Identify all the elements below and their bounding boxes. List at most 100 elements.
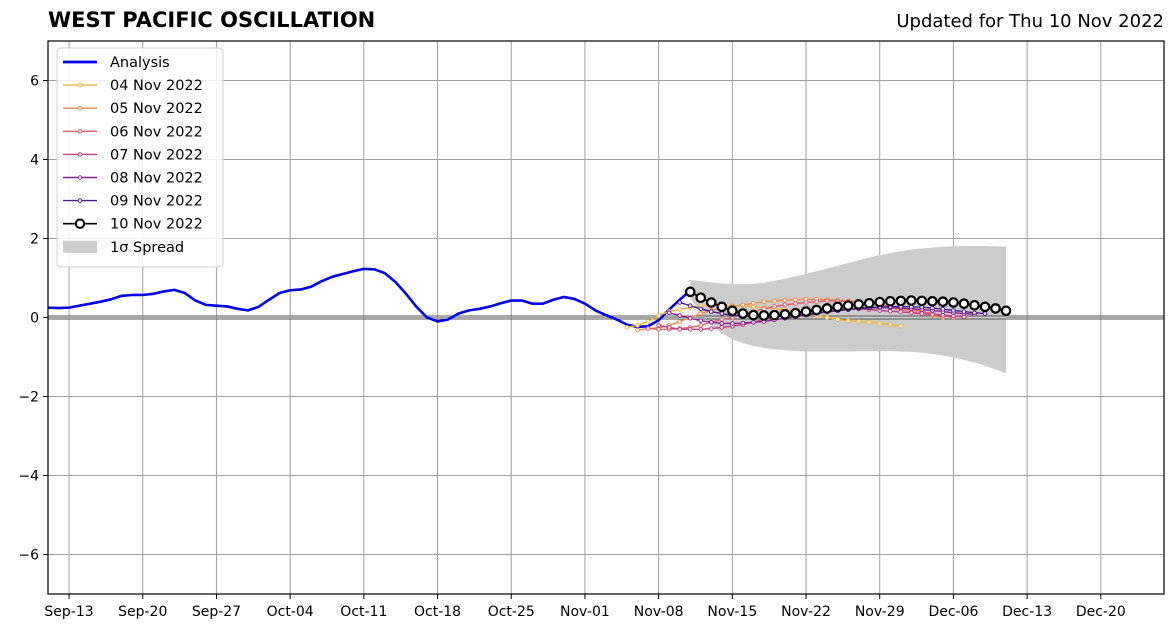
analysis-line <box>47 267 692 329</box>
forecast-point <box>698 327 704 332</box>
forecast-point <box>666 325 672 330</box>
latest-forecast-point <box>769 309 780 321</box>
legend-swatch <box>63 240 97 253</box>
forecast-point <box>677 300 682 305</box>
forecast-point <box>666 310 672 316</box>
x-tick-label: Dec-13 <box>1002 604 1052 620</box>
latest-forecast-point <box>821 303 833 314</box>
forecast-point <box>909 310 914 316</box>
x-tick-label: Nov-08 <box>634 604 684 620</box>
legend-item: 10 Nov 2022 <box>63 217 203 233</box>
x-tick-label: Dec-06 <box>928 604 978 620</box>
x-tick-label: Nov-29 <box>855 604 905 620</box>
forecast-point <box>751 319 756 325</box>
forecast-point <box>656 323 661 328</box>
forecast-point <box>814 299 819 305</box>
forecast-point <box>635 323 640 328</box>
forecast-point <box>687 327 693 332</box>
latest-forecast-point <box>800 306 812 317</box>
forecast-point <box>866 319 872 325</box>
y-tick-label: −6 <box>18 548 39 564</box>
forecast-point <box>645 319 651 324</box>
legend-label: 08 Nov 2022 <box>110 171 203 187</box>
legend-label: 05 Nov 2022 <box>110 101 203 117</box>
latest-forecast-point <box>758 310 770 321</box>
legend-label: 07 Nov 2022 <box>110 147 203 163</box>
forecast-point <box>708 309 714 314</box>
latest-forecast-point <box>811 304 822 316</box>
forecast-point <box>719 311 725 316</box>
forecast-point <box>824 315 830 320</box>
forecast-point <box>740 302 746 308</box>
x-tick-label: Dec-20 <box>1076 604 1126 620</box>
forecast-point <box>919 311 925 316</box>
forecast-point <box>824 298 830 304</box>
latest-forecast-point <box>842 300 854 311</box>
latest-forecast-point <box>832 301 843 313</box>
legend-marker <box>77 105 83 111</box>
forecast-point <box>656 313 661 318</box>
forecast-point <box>708 319 714 325</box>
legend-label: 09 Nov 2022 <box>110 194 203 210</box>
latest-forecast-point <box>969 299 980 311</box>
forecast-point <box>845 318 851 323</box>
legend-marker <box>74 218 86 229</box>
forecast-point <box>772 298 777 304</box>
legend-item: 06 Nov 2022 <box>63 124 203 140</box>
y-tick-label: −2 <box>18 390 39 406</box>
axes: −6 −4 −2 0 2 4 6 Sep-13 Sep-20 Sep-27 Oct-04 Oct-11… <box>18 40 1165 620</box>
latest-forecast-point <box>863 297 875 309</box>
forecast-point <box>635 327 640 333</box>
forecast-point <box>677 319 682 324</box>
forecast-point <box>793 301 798 306</box>
latest-forecast-point <box>695 292 707 304</box>
legend-box <box>56 47 224 268</box>
forecast-point <box>677 327 682 332</box>
legend-marker <box>77 175 83 180</box>
latest-forecast-point <box>705 297 717 308</box>
forecast-point <box>856 319 861 324</box>
series-layer <box>47 267 1012 333</box>
x-tick-label: Sep-13 <box>44 604 93 620</box>
forecast-point <box>803 300 809 305</box>
legend-label: 04 Nov 2022 <box>110 78 203 94</box>
latest-forecast-point <box>874 296 886 308</box>
forecast-point <box>961 309 967 314</box>
legend-item: 07 Nov 2022 <box>63 147 203 163</box>
y-tick-label: 2 <box>30 232 39 248</box>
legend-marker <box>77 152 83 157</box>
legend-item: Analysis <box>63 55 170 71</box>
y-tick-label: 0 <box>30 311 39 327</box>
latest-forecast-point <box>979 301 991 313</box>
x-tick-label: Nov-22 <box>781 604 831 620</box>
latest-forecast-point <box>906 295 917 306</box>
x-tick-label: Oct-11 <box>340 604 387 620</box>
y-tick-label: −4 <box>18 469 39 485</box>
chart-subtitle: Updated for Thu 10 Nov 2022 <box>896 11 1164 32</box>
forecast-point <box>687 303 693 308</box>
forecast-point <box>782 302 788 308</box>
y-tick-label: 6 <box>30 74 39 90</box>
forecast-point <box>761 306 767 312</box>
forecast-point <box>656 327 661 332</box>
legend-item: 09 Nov 2022 <box>63 194 203 210</box>
forecast-point <box>740 320 746 326</box>
latest-forecast-point <box>948 297 959 308</box>
legend-label: 1σ Spread <box>110 240 184 256</box>
forecast-point <box>698 318 704 323</box>
latest-forecast-point <box>937 296 949 307</box>
latest-forecast-point <box>716 301 728 313</box>
forecast-point <box>698 323 704 328</box>
x-tick-label: Oct-04 <box>267 604 314 620</box>
legend-label: 06 Nov 2022 <box>110 124 203 140</box>
forecast-point <box>698 311 704 316</box>
latest-forecast-point <box>748 309 759 321</box>
latest-forecast-point <box>727 305 738 317</box>
forecast-point <box>982 311 988 316</box>
forecast-point <box>782 297 788 303</box>
forecast-point <box>624 325 630 330</box>
latest-forecast-point <box>895 295 907 307</box>
latest-forecast-point <box>684 286 696 298</box>
latest-forecast-point <box>958 298 970 309</box>
forecast-point <box>772 304 777 309</box>
